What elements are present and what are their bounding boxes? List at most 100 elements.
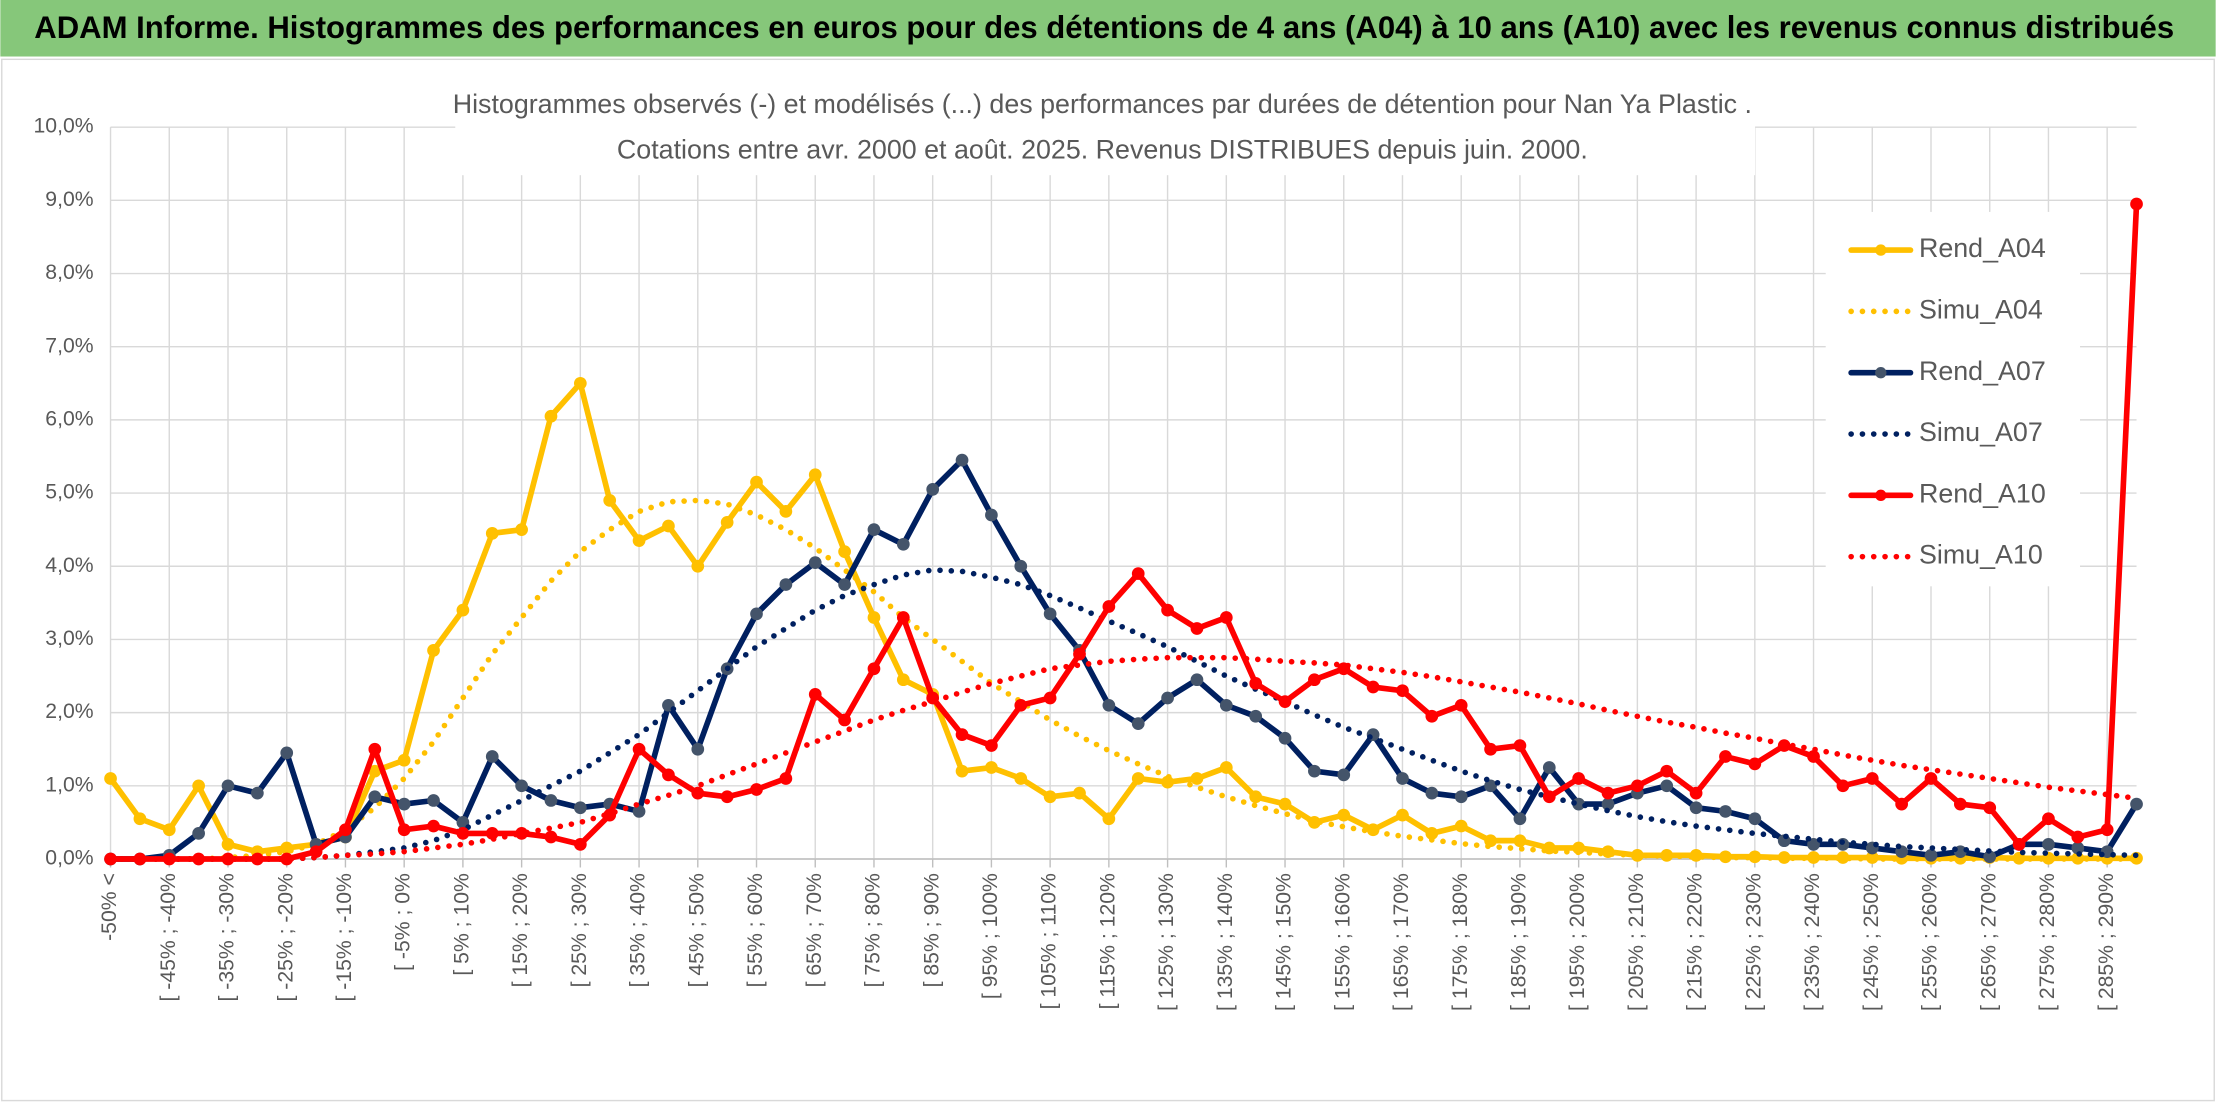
- y-tick-label: 7,0%: [45, 334, 93, 357]
- x-tick-label: [ 125% ; 130%: [1155, 873, 1178, 1011]
- data-point: [1219, 761, 1233, 774]
- data-point: [1337, 768, 1351, 782]
- data-point: [985, 761, 998, 774]
- data-point: [1836, 779, 1850, 793]
- data-point: [2012, 838, 2026, 851]
- legend-marker: [1875, 367, 1887, 379]
- data-point: [1131, 567, 1145, 580]
- data-point: [691, 559, 705, 573]
- header-bar: [0, 0, 2216, 57]
- data-point: [2130, 797, 2143, 811]
- data-point: [1513, 834, 1527, 848]
- data-point: [456, 603, 470, 617]
- legend-marker: [1875, 244, 1887, 256]
- x-tick-label: [ 65% ; 70%: [803, 873, 826, 987]
- data-point: [1895, 797, 1908, 811]
- x-tick-label: [ 145% ; 150%: [1273, 873, 1296, 1011]
- legend-label: Rend_A04: [1919, 233, 2046, 263]
- data-point: [1131, 772, 1145, 785]
- data-point: [1043, 691, 1057, 705]
- data-point: [221, 838, 235, 851]
- data-point: [1542, 761, 1556, 774]
- x-tick-label: [ 245% ; 250%: [1860, 873, 1883, 1011]
- data-point: [720, 515, 734, 529]
- data-point: [515, 523, 528, 537]
- y-tick-label: 3,0%: [45, 627, 93, 650]
- chart-title: Histogrammes observés (-) et modélisés (…: [453, 89, 1752, 119]
- data-point: [133, 812, 147, 826]
- y-tick-label: 10,0%: [34, 115, 94, 138]
- data-point: [485, 750, 499, 763]
- data-point: [1161, 691, 1174, 705]
- data-point: [251, 786, 264, 800]
- data-point: [896, 611, 910, 624]
- data-point: [221, 779, 235, 793]
- data-point: [1748, 812, 1762, 826]
- data-point: [1396, 684, 1409, 698]
- legend-label: Simu_A07: [1919, 417, 2043, 447]
- x-tick-label: [ 205% ; 210%: [1625, 873, 1648, 1011]
- data-point: [1014, 559, 1028, 573]
- data-point: [808, 556, 822, 569]
- y-tick-label: 5,0%: [45, 481, 93, 504]
- data-point: [1924, 848, 1938, 862]
- x-tick-label: [ 185% ; 190%: [1508, 873, 1531, 1011]
- y-tick-label: 0,0%: [45, 847, 93, 870]
- legend: Rend_A04 Simu_A04 Rend_A07 Simu_A07 Rend_A10…: [1825, 211, 2081, 587]
- data-point: [1219, 698, 1233, 712]
- data-point: [1073, 786, 1086, 800]
- y-tick-label: 8,0%: [45, 261, 93, 284]
- data-point: [339, 823, 352, 837]
- data-point: [632, 742, 646, 756]
- x-tick-label: [ -45% ; -40%: [157, 873, 180, 1002]
- grid: 0,0% 1,0% 2,0% 3,0% 4,0% 5,0% 6,0% 7,0% 8,0% 9,0%…: [34, 115, 2137, 1011]
- data-point: [1278, 797, 1292, 811]
- data-point: [1102, 600, 1116, 613]
- data-point: [2042, 812, 2055, 826]
- model-line: [107, 567, 2140, 862]
- x-tick-label: [ -25% ; -20%: [274, 873, 297, 1002]
- data-point: [1454, 698, 1468, 712]
- data-point: [1014, 772, 1028, 785]
- x-tick-label: [ 285% ; 290%: [2095, 873, 2118, 1011]
- x-tick-label: [ 15% ; 20%: [509, 873, 532, 987]
- data-point: [838, 578, 851, 591]
- x-tick-label: [ 135% ; 140%: [1214, 873, 1237, 1011]
- data-point: [1954, 797, 1967, 811]
- data-point: [1572, 772, 1586, 785]
- data-point: [896, 673, 910, 687]
- data-point: [1161, 603, 1174, 617]
- data-point: [1454, 819, 1468, 833]
- data-point: [573, 838, 587, 851]
- data-point: [985, 739, 998, 752]
- data-point: [1924, 772, 1938, 785]
- y-tick-label: 6,0%: [45, 407, 93, 430]
- data-point: [808, 468, 822, 482]
- data-point: [1748, 757, 1762, 771]
- header-title: ADAM Informe. Histogrammes des performan…: [34, 10, 2174, 45]
- data-point: [397, 823, 411, 837]
- chart-frame: [1, 58, 2215, 1102]
- data-point: [1631, 779, 1644, 793]
- data-point: [1983, 801, 1997, 815]
- x-tick-label: [ 25% ; 30%: [568, 873, 591, 987]
- data-point: [691, 742, 705, 756]
- legend-label: Rend_A10: [1919, 478, 2046, 508]
- data-point: [1542, 790, 1556, 804]
- data-point: [1484, 779, 1497, 793]
- data-point: [544, 794, 558, 807]
- x-tick-label: [ 115% ; 120%: [1096, 873, 1119, 1009]
- data-point: [838, 545, 851, 558]
- data-point: [1484, 742, 1497, 756]
- data-point: [632, 805, 646, 818]
- data-point: [1660, 764, 1674, 778]
- model-line: [107, 654, 2140, 862]
- data-point: [573, 801, 587, 815]
- data-point: [896, 537, 910, 551]
- x-tick-label: [ -5% ; 0%: [392, 873, 415, 971]
- data-point: [1337, 808, 1351, 822]
- data-point: [1102, 812, 1116, 826]
- data-point: [397, 797, 411, 811]
- data-point: [1190, 772, 1204, 785]
- data-point: [1308, 764, 1321, 778]
